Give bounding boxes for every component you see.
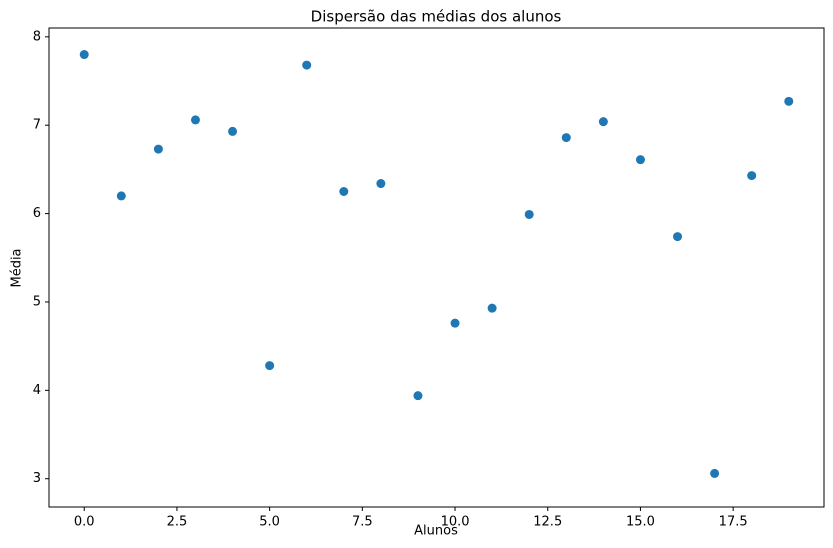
point [450,318,460,328]
y-tick-label: 5 [33,294,41,309]
y-tick-label: 3 [33,471,41,486]
y-axis-label: Média [10,248,25,287]
y-tick-label: 6 [33,206,41,221]
point [190,115,200,125]
chart-title: Dispersão das médias dos alunos [311,8,562,26]
x-tick-label: 17.5 [719,515,748,530]
point [747,171,757,181]
y-tick-label: 8 [33,29,41,44]
x-tick-label: 0.0 [74,515,95,530]
point [561,133,571,143]
point [710,468,720,478]
point [673,232,683,242]
point [413,391,423,401]
point [487,303,497,313]
point [784,96,794,106]
x-tick-label: 15.0 [626,515,655,530]
point [302,60,312,70]
point [339,186,349,196]
point [116,191,126,201]
x-tick-label: 12.5 [533,515,562,530]
plot-frame [48,27,825,508]
x-tick-label: 7.5 [352,515,373,530]
y-tick-label: 7 [33,118,41,133]
point [153,144,163,154]
x-tick-label: 10.0 [441,515,470,530]
point [79,50,89,60]
x-tick-label: 5.0 [259,515,280,530]
y-tick-label: 4 [33,383,41,398]
x-tick-label: 2.5 [167,515,188,530]
point [598,117,608,127]
point [265,361,275,371]
point [228,126,238,136]
point [524,209,534,219]
point [376,179,386,189]
x-axis-label: Alunos [414,524,458,539]
point [635,155,645,165]
